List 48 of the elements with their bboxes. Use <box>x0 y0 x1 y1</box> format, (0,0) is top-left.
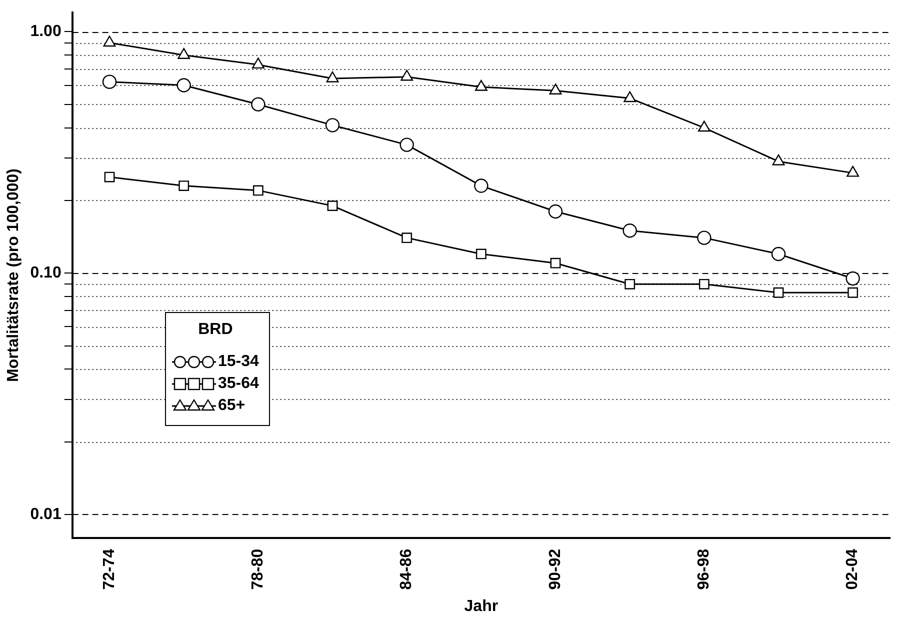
point <box>178 48 190 59</box>
point <box>771 246 786 262</box>
point <box>773 287 784 298</box>
point <box>476 248 486 260</box>
y-axis-title: Mortalitätsrate (pro 100,000) <box>5 168 22 382</box>
point <box>622 223 637 238</box>
point <box>178 180 190 191</box>
point <box>848 287 858 298</box>
point <box>400 138 414 152</box>
point <box>104 172 115 182</box>
x-axis-title: Jahr <box>464 598 498 615</box>
legend-label: 65+ <box>218 397 246 415</box>
y-tick-label: 1.00 <box>30 23 62 40</box>
point <box>550 258 561 268</box>
point <box>624 91 636 102</box>
point <box>772 154 785 166</box>
x-tick-label: 02-04 <box>844 548 862 590</box>
point <box>252 185 264 196</box>
point <box>176 78 191 92</box>
point <box>697 230 712 245</box>
x-tick-label: 84-86 <box>398 548 416 590</box>
point <box>402 232 412 244</box>
point <box>549 84 562 94</box>
point <box>548 204 563 219</box>
x-tick-label: 96-98 <box>696 548 713 590</box>
y-tick-label: 0.10 <box>30 264 62 282</box>
y-tick-label: 0.01 <box>30 506 62 523</box>
point <box>102 74 117 89</box>
point <box>698 278 710 290</box>
point <box>474 178 488 193</box>
legend-label: 35-64 <box>218 375 259 393</box>
x-tick-label: 90-92 <box>546 548 564 590</box>
point <box>846 271 860 286</box>
point <box>624 278 636 290</box>
point <box>327 200 338 212</box>
point <box>846 166 860 177</box>
point <box>698 120 710 132</box>
point <box>400 70 414 81</box>
point <box>325 118 340 132</box>
x-tick-label: 72-74 <box>100 548 118 590</box>
point <box>252 58 264 69</box>
point <box>103 36 116 47</box>
legend-label: 15-34 <box>218 353 259 371</box>
point <box>474 80 488 91</box>
point <box>326 71 339 82</box>
legend-title: BRD <box>197 321 234 339</box>
x-tick-label: 78-80 <box>250 548 267 590</box>
point <box>251 97 266 112</box>
